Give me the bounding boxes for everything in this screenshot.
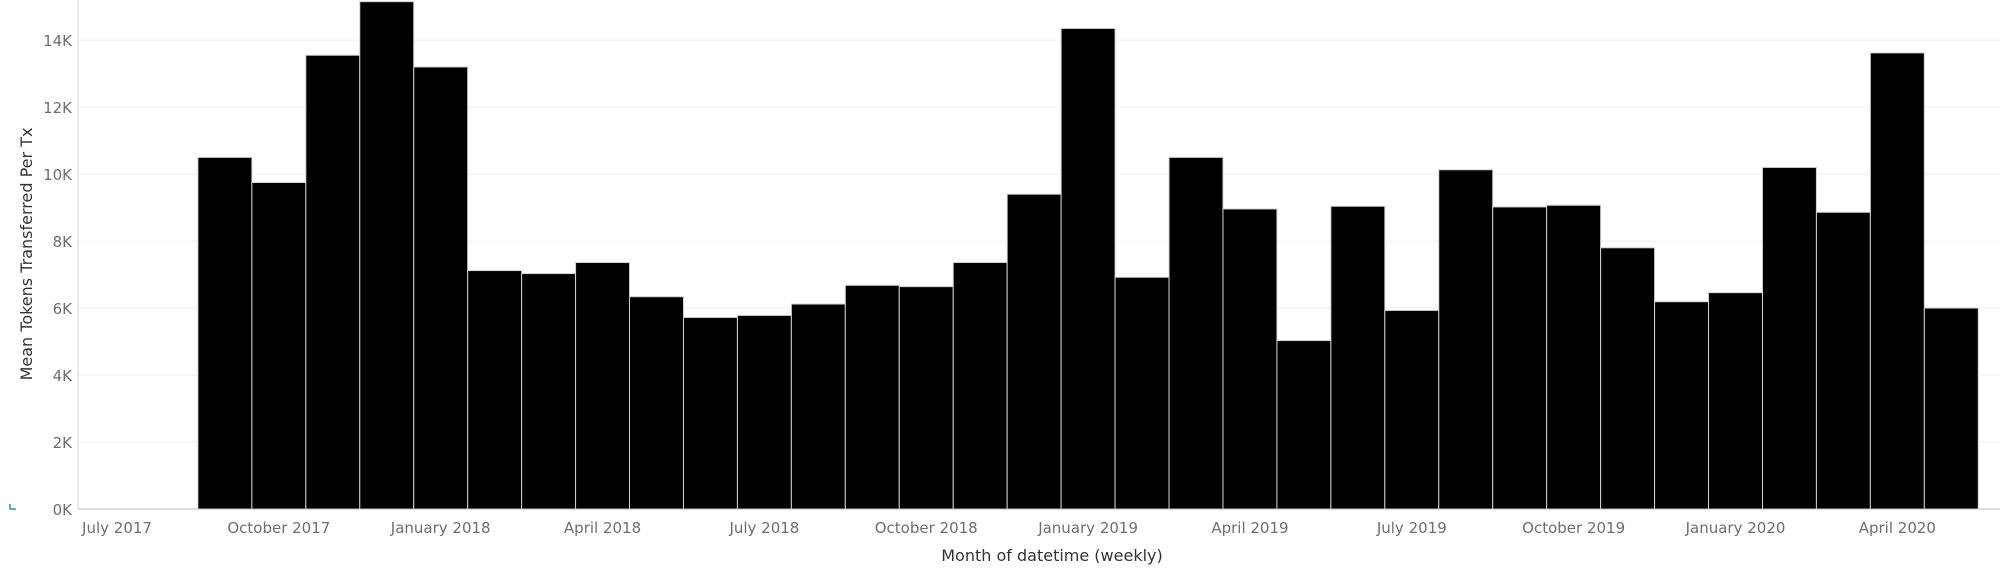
bar [1654, 301, 1710, 510]
bar [952, 262, 1008, 510]
x-tick-label: July 2018 [728, 519, 799, 537]
bar [736, 314, 792, 510]
bar [1708, 292, 1763, 510]
y-tick-label: 12K [43, 99, 73, 117]
bar [197, 156, 253, 510]
bar [1276, 340, 1332, 510]
axes [9, 0, 2000, 510]
y-tick-label: 0K [53, 501, 74, 519]
bar [1006, 193, 1062, 510]
bar [575, 262, 631, 510]
y-tick-label: 14K [43, 32, 73, 50]
bar [1384, 309, 1440, 510]
bar [1168, 156, 1224, 510]
bar [359, 1, 415, 510]
bar [1492, 206, 1548, 510]
x-tick-label: October 2018 [875, 519, 978, 537]
x-tick-label: January 2019 [1037, 519, 1138, 537]
bar [1600, 247, 1656, 510]
y-tick-label: 8K [53, 233, 74, 251]
bar [1114, 276, 1170, 510]
y-tick-label: 10K [43, 166, 73, 184]
x-tick-labels: July 2017 October 2017 January 2018 April 2… [81, 519, 1936, 537]
bar [629, 296, 684, 510]
bar [1546, 204, 1602, 510]
x-tick-label: January 2018 [390, 519, 491, 537]
bar [251, 182, 307, 510]
bar [521, 273, 577, 510]
x-axis-title: Month of datetime (weekly) [941, 546, 1163, 565]
x-tick-label: April 2018 [564, 519, 641, 537]
bar [1869, 52, 1925, 510]
y-tick-label: 2K [53, 434, 74, 452]
bar [1761, 166, 1817, 510]
bars [197, 1, 1979, 510]
x-tick-label: July 2019 [1376, 519, 1447, 537]
y-axis-title: Mean Tokens Transferred Per Tx [17, 128, 36, 381]
bar [1438, 169, 1494, 510]
y-tick-label: 4K [53, 367, 74, 385]
bar [1330, 205, 1386, 510]
corner-marker [9, 504, 16, 510]
x-tick-label: October 2019 [1522, 519, 1625, 537]
x-tick-label: January 2020 [1685, 519, 1786, 537]
bar [898, 286, 954, 510]
bar [1815, 211, 1871, 510]
x-tick-label: April 2020 [1859, 519, 1936, 537]
bar [790, 303, 846, 510]
x-tick-label: April 2019 [1211, 519, 1288, 537]
bar [305, 54, 361, 510]
bar [413, 66, 469, 510]
bar [682, 316, 738, 510]
bar [1923, 307, 1979, 510]
bar [1222, 208, 1278, 510]
x-tick-label: July 2017 [81, 519, 152, 537]
x-tick-label: October 2017 [227, 519, 330, 537]
bar [1060, 27, 1116, 510]
bar [467, 270, 523, 510]
bar [844, 284, 900, 510]
y-tick-labels: 0K 2K 4K 6K 8K 10K 12K 14K [43, 32, 73, 519]
y-tick-label: 6K [53, 300, 74, 318]
